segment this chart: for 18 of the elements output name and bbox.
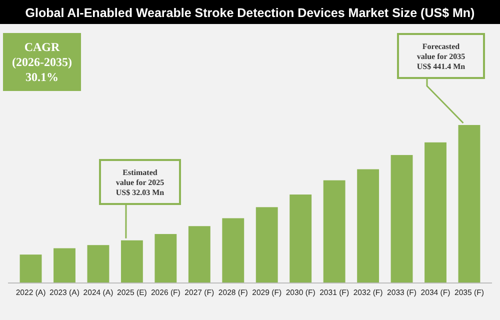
bar <box>120 240 143 283</box>
chart-title: Global AI-Enabled Wearable Stroke Detection Devices Market Size (US$ Mn) <box>25 6 475 20</box>
annotation: Estimated value for 2025 US$ 32.03 Mn <box>116 168 165 197</box>
bar <box>188 226 210 283</box>
bar <box>424 142 446 283</box>
bar <box>87 245 110 283</box>
text: Forecasted value for 2035 US$ 441.4 Mn <box>416 42 466 71</box>
bar <box>256 207 278 283</box>
text: CAGR (2026-2035) 30.1% <box>12 40 72 84</box>
bar <box>323 180 346 283</box>
bar <box>290 194 312 283</box>
bar <box>458 125 480 283</box>
bar <box>54 248 76 283</box>
bar <box>20 254 42 283</box>
bar <box>154 234 177 283</box>
bar <box>390 155 413 283</box>
bar <box>222 218 244 283</box>
bar <box>357 169 380 283</box>
